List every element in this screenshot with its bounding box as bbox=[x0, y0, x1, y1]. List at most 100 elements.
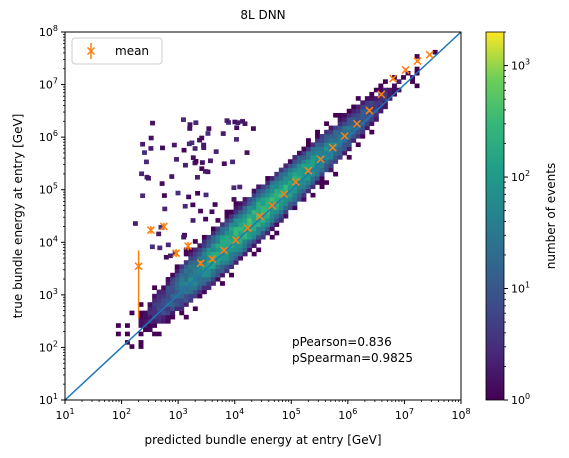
heatmap-cell bbox=[382, 91, 388, 97]
heatmap-cell bbox=[247, 234, 253, 240]
heatmap-cell bbox=[179, 281, 185, 286]
heatmap-cell bbox=[192, 306, 198, 312]
mean-point bbox=[184, 241, 193, 251]
heatmap-cell bbox=[213, 149, 219, 154]
heatmap-cell bbox=[238, 247, 244, 253]
heatmap-cell bbox=[229, 264, 234, 269]
heatmap-cell bbox=[287, 176, 293, 181]
heatmap-cell bbox=[342, 117, 348, 122]
heatmap-cell bbox=[174, 272, 180, 278]
heatmap-cell bbox=[203, 216, 209, 222]
heatmap-cell bbox=[319, 142, 325, 148]
heatmap-cell bbox=[174, 285, 180, 290]
heatmap-cell bbox=[150, 120, 155, 126]
heatmap-cell bbox=[355, 142, 361, 148]
heatmap-cell bbox=[201, 264, 207, 269]
heatmap-cell bbox=[179, 306, 185, 312]
heatmap-cell bbox=[265, 176, 271, 181]
heatmap-cell bbox=[143, 319, 148, 324]
colorbar-tick-label: 102 bbox=[511, 169, 530, 184]
heatmap-cell bbox=[201, 239, 207, 244]
heatmap-cell bbox=[369, 91, 375, 97]
heatmap-cell bbox=[152, 310, 158, 316]
heatmap-cell bbox=[138, 344, 144, 349]
heatmap-cell bbox=[342, 146, 348, 152]
heatmap-cell bbox=[210, 272, 216, 278]
heatmap-cell bbox=[274, 218, 280, 223]
heatmap-cell bbox=[149, 244, 155, 250]
heatmap-cell bbox=[206, 255, 212, 261]
heatmap-cell bbox=[161, 289, 167, 295]
heatmap-cell bbox=[201, 251, 207, 257]
heatmap-cell bbox=[156, 306, 162, 312]
heatmap-cell bbox=[328, 125, 334, 131]
mean-point bbox=[268, 201, 277, 210]
x-tick-label: 105 bbox=[282, 407, 301, 422]
heatmap-cell bbox=[186, 141, 192, 147]
heatmap-cell bbox=[206, 285, 212, 290]
mean-point bbox=[159, 222, 168, 231]
heatmap-cell bbox=[382, 79, 388, 84]
heatmap-cell bbox=[210, 234, 216, 240]
heatmap-cell bbox=[301, 150, 307, 156]
colorbar-axis: 100 101 102 103 bbox=[504, 31, 530, 407]
heatmap-cell bbox=[201, 260, 207, 265]
heatmap-cell bbox=[382, 96, 388, 101]
heatmap-cell bbox=[209, 209, 215, 215]
legend-label-mean: mean bbox=[115, 44, 149, 58]
heatmap-cell bbox=[215, 276, 221, 282]
heatmap-cell bbox=[199, 160, 205, 165]
heatmap-cell bbox=[324, 146, 330, 152]
heatmap-cell bbox=[274, 192, 280, 198]
heatmap-cell bbox=[328, 129, 334, 135]
heatmap-cell bbox=[206, 281, 212, 286]
heatmap-cell bbox=[183, 289, 189, 295]
heatmap-cell bbox=[240, 119, 245, 124]
heatmap-cell bbox=[364, 121, 370, 126]
heatmap-cell bbox=[132, 221, 138, 226]
heatmap-cell bbox=[152, 306, 158, 312]
heatmap-cell bbox=[138, 331, 144, 337]
heatmap-cell bbox=[369, 104, 375, 110]
heatmap-cell bbox=[287, 171, 293, 177]
heatmap-cell bbox=[238, 243, 244, 248]
heatmap-cell bbox=[296, 159, 302, 164]
heatmap-cell bbox=[197, 268, 203, 274]
heatmap-cell bbox=[242, 247, 248, 253]
heatmap-cell bbox=[269, 209, 275, 215]
heatmap-cell bbox=[333, 150, 339, 156]
mean-marker bbox=[328, 143, 337, 152]
heatmap-cell bbox=[355, 129, 361, 135]
heatmap-cell bbox=[201, 145, 207, 150]
heatmap-cell bbox=[414, 54, 420, 59]
heatmap-cell bbox=[170, 272, 176, 278]
heatmap-cell bbox=[202, 169, 208, 174]
heatmap-cell bbox=[220, 255, 225, 261]
heatmap-cell bbox=[197, 247, 203, 253]
colorbar-tick-label: 101 bbox=[511, 281, 530, 296]
heatmap-cell bbox=[256, 188, 262, 194]
heatmap-cell bbox=[233, 255, 239, 261]
heatmap-cell bbox=[201, 276, 207, 282]
heatmap-cell bbox=[247, 222, 253, 227]
mean-marker bbox=[243, 224, 252, 233]
heatmap-cell bbox=[188, 264, 194, 269]
heatmap-cell bbox=[324, 121, 330, 126]
heatmap-cell bbox=[198, 208, 204, 214]
heatmap-cell bbox=[310, 171, 316, 177]
heatmap-cell bbox=[156, 293, 162, 299]
heatmap-cell bbox=[156, 319, 162, 324]
heatmap-cell bbox=[201, 289, 207, 295]
heatmap-cell bbox=[148, 135, 154, 141]
heatmap-cell bbox=[283, 180, 289, 185]
heatmap-cell bbox=[210, 276, 216, 282]
heatmap-cell bbox=[220, 264, 225, 269]
heatmap-cell bbox=[292, 192, 298, 198]
heatmap-cell bbox=[373, 96, 379, 101]
heatmap-cell bbox=[138, 302, 144, 307]
heatmap-cell bbox=[188, 293, 194, 299]
heatmap-cell bbox=[301, 155, 307, 160]
heatmap-cell bbox=[170, 281, 176, 286]
heatmap-cell bbox=[283, 163, 289, 169]
heatmap-cell bbox=[324, 133, 330, 139]
